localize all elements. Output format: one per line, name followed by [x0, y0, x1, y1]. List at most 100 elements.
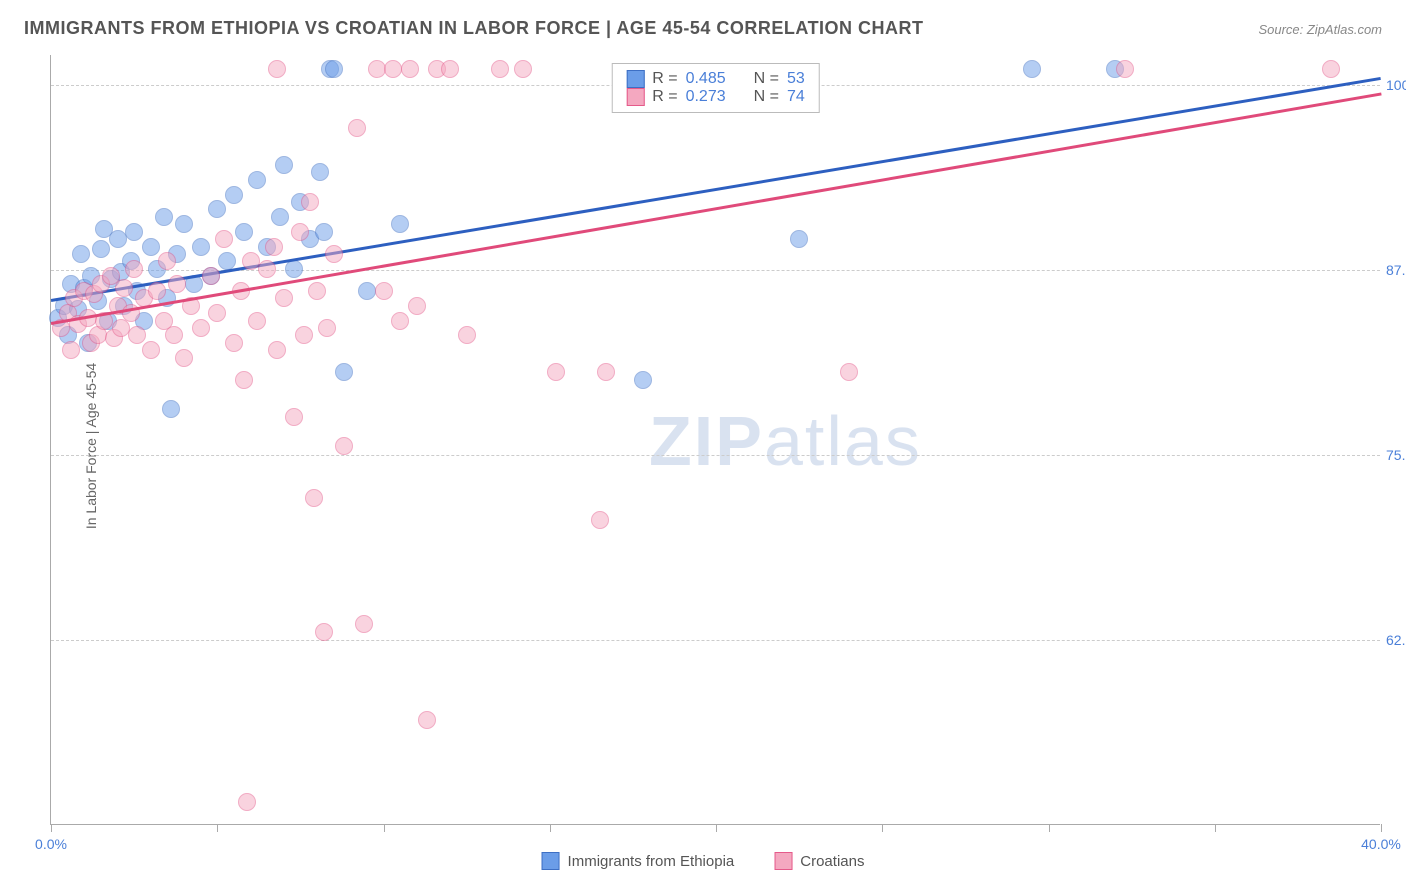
x-tick: [1381, 824, 1382, 832]
data-point: [291, 223, 309, 241]
data-point: [790, 230, 808, 248]
data-point: [285, 260, 303, 278]
data-point: [1116, 60, 1134, 78]
data-point: [225, 186, 243, 204]
data-point: [202, 267, 220, 285]
data-point: [401, 60, 419, 78]
legend-swatch-croatians: [774, 852, 792, 870]
scatter-plot-area: ZIPatlas 62.5%75.0%87.5%100.0%0.0%40.0%R…: [50, 55, 1380, 825]
data-point: [547, 363, 565, 381]
data-point: [1023, 60, 1041, 78]
data-point: [175, 215, 193, 233]
x-tick: [716, 824, 717, 832]
data-point: [368, 60, 386, 78]
chart-title: IMMIGRANTS FROM ETHIOPIA VS CROATIAN IN …: [24, 18, 924, 39]
data-point: [458, 326, 476, 344]
x-tick-label: 0.0%: [35, 836, 67, 852]
data-point: [158, 252, 176, 270]
data-point: [115, 279, 133, 297]
data-point: [125, 260, 143, 278]
data-point: [242, 252, 260, 270]
data-point: [248, 312, 266, 330]
stats-row: R =0.273N =74: [626, 88, 805, 106]
data-point: [268, 341, 286, 359]
data-point: [235, 371, 253, 389]
r-label: R =: [652, 88, 677, 106]
data-point: [248, 171, 266, 189]
source-label: Source: ZipAtlas.com: [1258, 22, 1382, 37]
data-point: [305, 489, 323, 507]
data-point: [355, 615, 373, 633]
x-tick: [882, 824, 883, 832]
data-point: [318, 319, 336, 337]
gridline: [51, 455, 1380, 456]
r-label: R =: [652, 70, 677, 88]
data-point: [271, 208, 289, 226]
data-point: [142, 341, 160, 359]
data-point: [315, 223, 333, 241]
data-point: [514, 60, 532, 78]
data-point: [192, 238, 210, 256]
stats-swatch: [626, 88, 644, 106]
data-point: [215, 230, 233, 248]
data-point: [408, 297, 426, 315]
data-point: [491, 60, 509, 78]
data-point: [208, 200, 226, 218]
data-point: [441, 60, 459, 78]
stats-row: R =0.485N =53: [626, 70, 805, 88]
data-point: [265, 238, 283, 256]
legend-item-croatians: Croatians: [774, 852, 864, 870]
n-label: N =: [754, 70, 779, 88]
data-point: [162, 400, 180, 418]
legend-label-croatians: Croatians: [800, 853, 864, 870]
watermark-bold: ZIP: [649, 402, 764, 480]
data-point: [295, 326, 313, 344]
data-point: [72, 245, 90, 263]
data-point: [391, 215, 409, 233]
data-point: [125, 223, 143, 241]
x-tick: [550, 824, 551, 832]
title-bar: IMMIGRANTS FROM ETHIOPIA VS CROATIAN IN …: [24, 18, 1382, 39]
data-point: [348, 119, 366, 137]
data-point: [384, 60, 402, 78]
data-point: [258, 260, 276, 278]
bottom-legend: Immigrants from Ethiopia Croatians: [542, 852, 865, 870]
data-point: [325, 60, 343, 78]
watermark: ZIPatlas: [649, 401, 922, 481]
trend-line: [51, 92, 1381, 324]
data-point: [168, 275, 186, 293]
data-point: [275, 156, 293, 174]
r-value: 0.485: [686, 70, 726, 88]
data-point: [192, 319, 210, 337]
data-point: [235, 223, 253, 241]
y-tick-label: 87.5%: [1386, 262, 1406, 278]
data-point: [155, 208, 173, 226]
stats-swatch: [626, 70, 644, 88]
y-tick-label: 75.0%: [1386, 447, 1406, 463]
data-point: [275, 289, 293, 307]
x-tick: [1215, 824, 1216, 832]
data-point: [142, 238, 160, 256]
data-point: [1322, 60, 1340, 78]
data-point: [311, 163, 329, 181]
data-point: [335, 437, 353, 455]
data-point: [109, 230, 127, 248]
legend-item-ethiopia: Immigrants from Ethiopia: [542, 852, 735, 870]
data-point: [148, 282, 166, 300]
data-point: [62, 341, 80, 359]
data-point: [175, 349, 193, 367]
x-tick: [1049, 824, 1050, 832]
data-point: [301, 193, 319, 211]
n-label: N =: [754, 88, 779, 106]
legend-swatch-ethiopia: [542, 852, 560, 870]
data-point: [165, 326, 183, 344]
x-tick: [384, 824, 385, 832]
stats-box: R =0.485N =53R =0.273N =74: [611, 63, 820, 113]
data-point: [308, 282, 326, 300]
data-point: [238, 793, 256, 811]
data-point: [418, 711, 436, 729]
data-point: [208, 304, 226, 322]
data-point: [391, 312, 409, 330]
y-tick-label: 100.0%: [1386, 77, 1406, 93]
y-tick-label: 62.5%: [1386, 632, 1406, 648]
